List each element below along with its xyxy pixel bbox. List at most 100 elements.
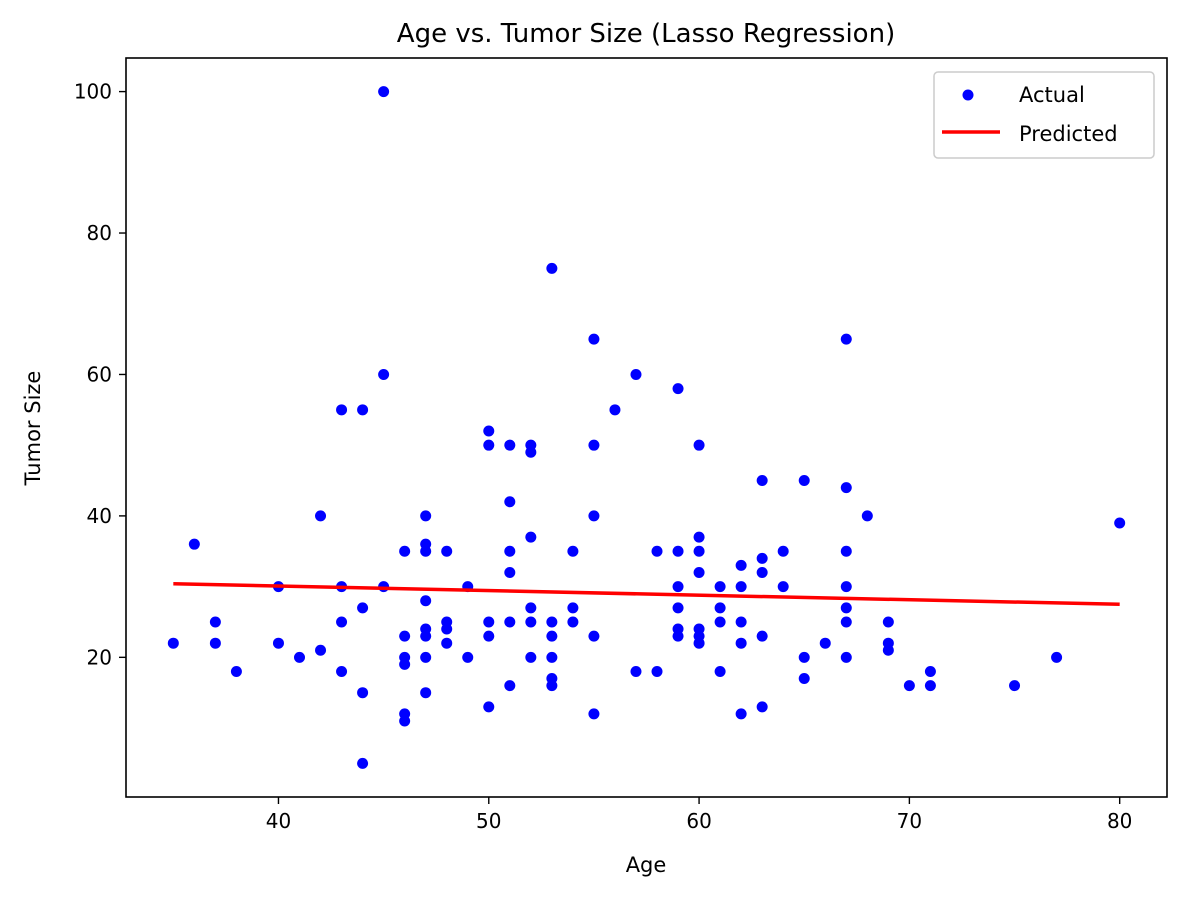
- data-point: [230, 665, 242, 677]
- data-point: [609, 404, 621, 416]
- data-point: [798, 673, 810, 685]
- y-axis-ticks: 20 40 60 80 100: [74, 80, 126, 669]
- data-point: [546, 651, 558, 663]
- data-point: [462, 651, 474, 663]
- data-point: [525, 446, 537, 458]
- data-point: [420, 510, 432, 522]
- data-point: [378, 368, 390, 380]
- data-point: [651, 545, 663, 557]
- data-point: [756, 566, 768, 578]
- data-point: [798, 651, 810, 663]
- data-point: [294, 651, 305, 663]
- plot-area: [125, 57, 1168, 798]
- data-point: [588, 439, 600, 451]
- legend: Actual Predicted: [933, 71, 1155, 159]
- data-point: [840, 602, 852, 614]
- data-point: [714, 616, 726, 628]
- data-point: [735, 559, 747, 571]
- data-point: [756, 701, 768, 713]
- y-tick-label: 100: [74, 80, 112, 104]
- data-point: [1051, 651, 1063, 663]
- data-point: [756, 475, 768, 487]
- data-point: [167, 637, 179, 649]
- data-point: [840, 482, 852, 494]
- data-point: [525, 616, 537, 628]
- data-point: [630, 665, 642, 677]
- data-point: [840, 545, 852, 557]
- data-point: [735, 581, 747, 593]
- data-point: [567, 616, 579, 628]
- legend-predicted-label: Predicted: [1019, 122, 1118, 146]
- data-point: [651, 665, 663, 677]
- x-tick-label: 40: [266, 809, 291, 833]
- data-point: [272, 637, 284, 649]
- x-tick-label: 60: [686, 809, 711, 833]
- data-point: [714, 602, 726, 614]
- data-point: [903, 680, 915, 692]
- data-point: [420, 687, 432, 699]
- data-point: [882, 616, 894, 628]
- data-point: [588, 510, 600, 522]
- data-point: [861, 510, 873, 522]
- data-point: [336, 616, 348, 628]
- legend-actual-label: Actual: [1019, 83, 1085, 107]
- data-point: [714, 665, 726, 677]
- data-point: [336, 404, 348, 416]
- data-point: [588, 333, 600, 345]
- data-point: [924, 680, 936, 692]
- data-point: [567, 545, 579, 557]
- data-point: [315, 510, 327, 522]
- data-point: [504, 545, 516, 557]
- data-point: [357, 404, 369, 416]
- data-point: [693, 566, 705, 578]
- data-point: [693, 439, 705, 451]
- data-point: [525, 531, 537, 543]
- data-point: [483, 439, 495, 451]
- data-point: [483, 630, 495, 642]
- data-point: [209, 637, 221, 649]
- y-tick-label: 40: [87, 504, 112, 528]
- data-point: [504, 496, 516, 508]
- data-point: [420, 545, 432, 557]
- data-point: [924, 665, 936, 677]
- data-point: [672, 602, 684, 614]
- data-point: [588, 630, 600, 642]
- data-point: [672, 581, 684, 593]
- data-point: [315, 644, 327, 656]
- data-point: [188, 538, 200, 550]
- data-point: [756, 630, 768, 642]
- data-point: [441, 637, 453, 649]
- data-point: [441, 623, 453, 635]
- data-point: [399, 715, 411, 727]
- data-point: [630, 368, 642, 380]
- data-point: [693, 545, 705, 557]
- data-point: [399, 545, 411, 557]
- data-point: [336, 665, 348, 677]
- data-point: [840, 651, 852, 663]
- legend-box: [933, 71, 1155, 159]
- data-point: [420, 595, 432, 607]
- predicted-line-layer: [173, 582, 1120, 607]
- data-point: [483, 701, 495, 713]
- data-point: [504, 439, 516, 451]
- data-point: [546, 616, 558, 628]
- data-point: [399, 658, 411, 670]
- y-tick-label: 60: [87, 362, 112, 386]
- data-point: [1009, 680, 1021, 692]
- predicted-line: [173, 582, 1120, 607]
- x-tick-label: 80: [1107, 809, 1132, 833]
- data-point: [420, 630, 432, 642]
- data-point: [567, 602, 579, 614]
- data-point: [693, 531, 705, 543]
- data-point: [819, 637, 831, 649]
- y-tick-label: 20: [87, 645, 112, 669]
- data-point: [756, 552, 768, 564]
- data-point: [714, 581, 726, 593]
- data-point: [504, 616, 516, 628]
- data-point: [777, 581, 789, 593]
- data-point: [483, 616, 495, 628]
- data-point: [798, 475, 810, 487]
- data-point: [504, 566, 516, 578]
- data-point: [525, 651, 537, 663]
- x-axis-label: Age: [626, 853, 667, 877]
